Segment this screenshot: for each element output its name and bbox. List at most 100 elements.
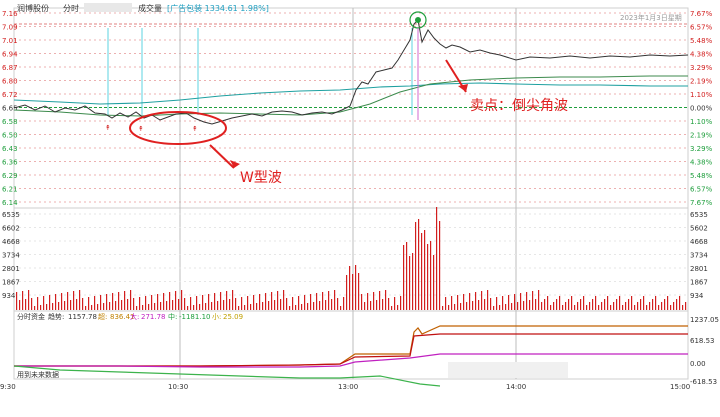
volume-bar [352, 274, 354, 310]
volume-bar [196, 296, 198, 310]
volume-bar [670, 305, 672, 310]
volume-bar [655, 296, 657, 310]
volume-bar [685, 302, 687, 310]
volume-bar [130, 290, 132, 310]
volume-bar [580, 299, 582, 310]
volume-bar [418, 219, 420, 310]
time-tick: 10:30 [168, 383, 188, 391]
price-tick-right: 6.57% [690, 186, 713, 194]
price-tick-left: 6.36 [2, 159, 18, 167]
volume-bar [187, 306, 189, 310]
volume-tick-left: 3734 [2, 252, 20, 260]
price-tick-left: 6.94 [2, 51, 18, 59]
volume-bar [424, 230, 426, 310]
volume-bar [457, 295, 459, 310]
volume-bar [277, 291, 279, 310]
svg-text:↟: ↟ [105, 124, 111, 132]
price-tick-left: 6.43 [2, 145, 18, 153]
volume-bar [433, 255, 435, 310]
volume-bar [652, 299, 654, 310]
volume-bar [382, 299, 384, 310]
stock-name[interactable]: 润博股份 [17, 3, 49, 13]
volume-bar [529, 300, 531, 310]
volume-bar [562, 305, 564, 310]
volume-bar [73, 291, 75, 310]
volume-bar [403, 245, 405, 310]
volume-bar [367, 293, 369, 310]
price-tick-right: 3.29% [690, 64, 713, 72]
volume-tick-right: 5602 [690, 225, 708, 233]
volume-bar [319, 301, 321, 310]
volume-bar [133, 298, 135, 310]
volume-bar [268, 301, 270, 310]
price-tick-right: 3.29% [690, 145, 713, 153]
volume-label: 成交量 [138, 3, 162, 13]
sector-info[interactable]: [广告包装 1334.61 1.98%] [167, 3, 269, 13]
volume-bar [550, 305, 552, 310]
mode-label[interactable]: 分时 [63, 3, 79, 13]
volume-bar [313, 302, 315, 310]
volume-bar [571, 296, 573, 310]
volume-bar [484, 299, 486, 310]
volume-bar [94, 296, 96, 310]
volume-bar [481, 291, 483, 310]
price-tick-left: 7.01 [2, 37, 18, 45]
volume-bar [97, 304, 99, 310]
volume-bar [136, 306, 138, 310]
price-tick-left: 6.72 [2, 91, 18, 99]
volume-bar [274, 300, 276, 310]
volume-bar [151, 295, 153, 310]
price-tick-right: 1.10% [690, 91, 713, 99]
volume-bar [124, 291, 126, 310]
volume-bar [241, 297, 243, 310]
volume-axis-left: 6535 6602 4668 3734 2801 1867 934 [2, 211, 688, 300]
volume-bar [184, 298, 186, 310]
volume-bar [346, 275, 348, 310]
volume-bar [271, 292, 273, 310]
volume-bar [31, 298, 33, 310]
volume-bar [445, 297, 447, 310]
volume-bar [442, 306, 444, 310]
volume-bar [52, 303, 54, 310]
volume-bar [121, 300, 123, 310]
volume-bar [622, 305, 624, 310]
volume-bar [448, 305, 450, 310]
price-tick-right: 2.19% [690, 78, 713, 86]
volume-bar [523, 301, 525, 310]
volume-bar [634, 305, 636, 310]
time-tick: 14:00 [506, 383, 526, 391]
volume-bar [79, 290, 81, 310]
volume-bar [412, 253, 414, 310]
volume-bar [427, 244, 429, 310]
volume-bar [46, 304, 48, 310]
volume-bar [175, 291, 177, 310]
w-wave-arrowhead [230, 160, 240, 168]
fund-line-green [13, 365, 441, 387]
volume-bar [502, 296, 504, 310]
blurred-watermark [448, 362, 568, 378]
price-tick-right: 5.48% [690, 172, 713, 180]
fund-tick: 1237.05 [690, 316, 719, 324]
volume-bar [49, 295, 51, 310]
volume-bar [439, 221, 441, 310]
volume-bar [616, 299, 618, 310]
volume-bar [610, 305, 612, 310]
volume-bar [169, 292, 171, 310]
time-tick: 9:30 [0, 383, 16, 391]
volume-bar [91, 305, 93, 310]
volume-bar [391, 306, 393, 310]
volume-bar [409, 256, 411, 310]
volume-bar [370, 301, 372, 310]
volume-bar [673, 302, 675, 310]
price-tick-left: 6.14 [2, 199, 18, 207]
price-tick-right: 4.38% [690, 159, 713, 167]
sell-point-label: 卖点：倒尖角波 [470, 98, 568, 114]
volume-bar [631, 296, 633, 310]
volume-bar [658, 305, 660, 310]
volume-bar [160, 302, 162, 310]
small-label: 小: [212, 312, 221, 321]
volume-bar [226, 291, 228, 310]
volume-bar [106, 294, 108, 310]
volume-bar [517, 302, 519, 310]
volume-bar [193, 305, 195, 310]
